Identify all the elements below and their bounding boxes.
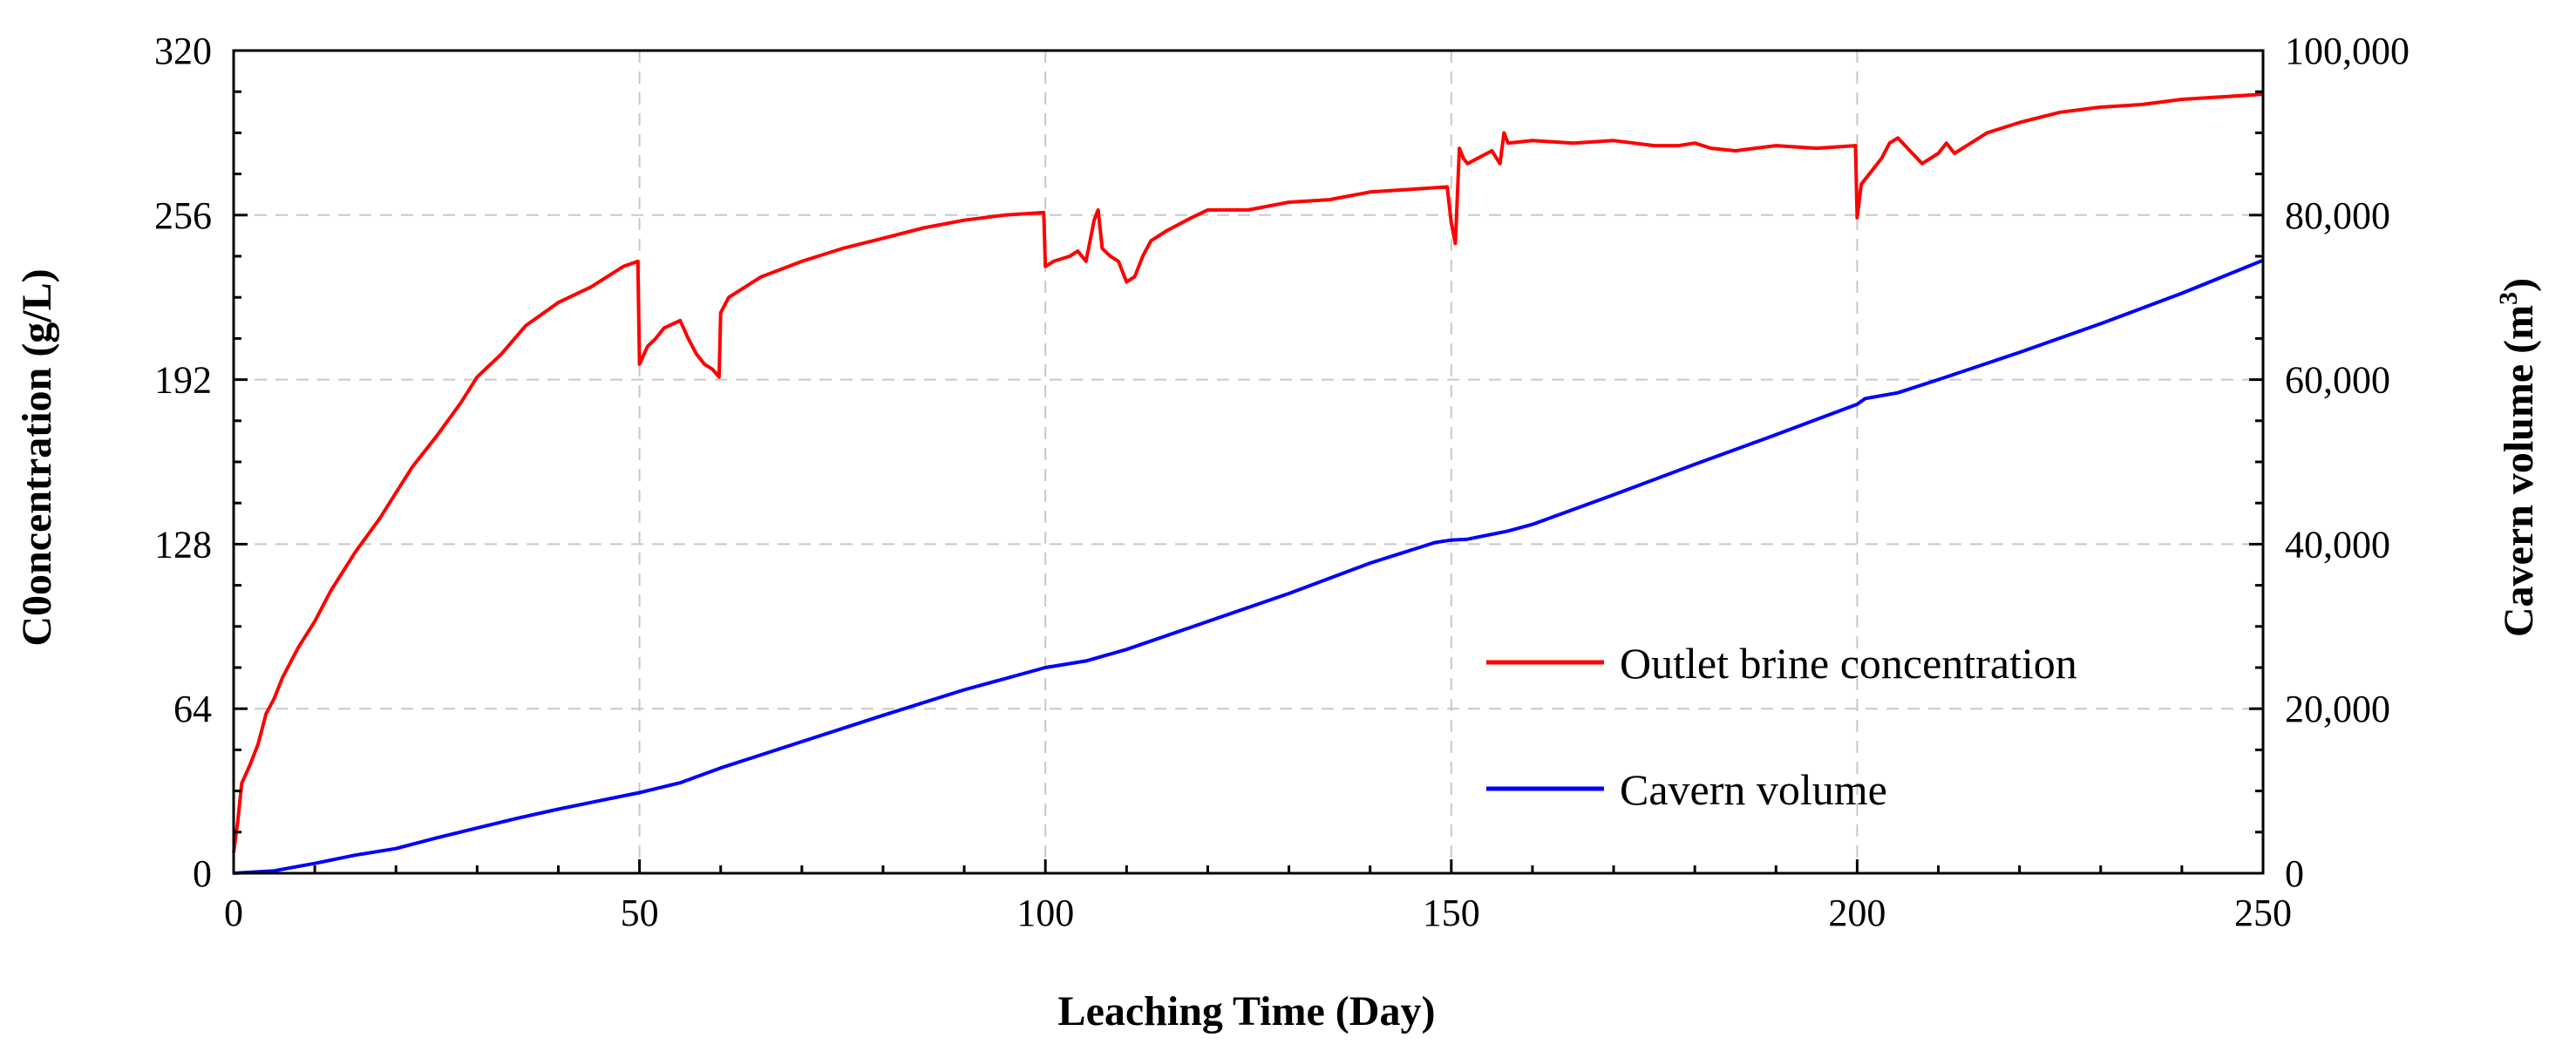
right-y-tick-label: 40,000 [2285, 523, 2390, 566]
x-tick-label: 250 [2234, 892, 2292, 934]
x-tick-label: 150 [1423, 892, 1480, 934]
right-y-tick-label: 80,000 [2285, 194, 2390, 237]
left-y-tick-label: 256 [154, 194, 212, 237]
series-line-cavern-volume [233, 258, 2264, 875]
x-tick-label: 200 [1828, 892, 1886, 934]
left-y-tick-label: 128 [154, 523, 212, 566]
series-line-outlet-brine-concentration [232, 92, 2264, 853]
left-y-tick-label: 0 [193, 852, 212, 895]
right-y-axis-title-close: ) [2496, 278, 2542, 292]
axes [232, 49, 2265, 875]
right-y-tick-label: 100,000 [2285, 30, 2409, 72]
x-tick-label: 0 [224, 892, 243, 934]
x-tick-label: 50 [621, 892, 659, 934]
left-y-axis-title: C0oncentration (g/L) [14, 268, 60, 646]
right-y-tick-label: 60,000 [2285, 359, 2390, 402]
legend: Outlet brine concentration Cavern volume [1486, 639, 2077, 814]
x-tick-label: 100 [1016, 892, 1074, 934]
data-series [232, 92, 2264, 875]
left-y-tick-label: 320 [154, 30, 212, 72]
x-axis-title: Leaching Time (Day) [1058, 988, 1436, 1034]
right-y-axis-title-superscript: 3 [2494, 292, 2523, 305]
right-y-tick-label: 0 [2285, 852, 2304, 895]
left-y-tick-label: 192 [154, 359, 212, 402]
tick-labels: 0 50 100 150 200 250064128192256320020,00040,… [154, 30, 2409, 934]
legend-label-outlet-brine-concentration: Outlet brine concentration [1620, 639, 2077, 688]
right-y-axis-title: Cavern volume (m3) [2494, 278, 2542, 637]
legend-label-cavern-volume: Cavern volume [1620, 765, 1887, 814]
right-y-tick-label: 20,000 [2285, 688, 2390, 730]
left-y-tick-label: 64 [173, 688, 212, 730]
right-y-axis-title-main: Cavern volume (m [2496, 305, 2542, 637]
